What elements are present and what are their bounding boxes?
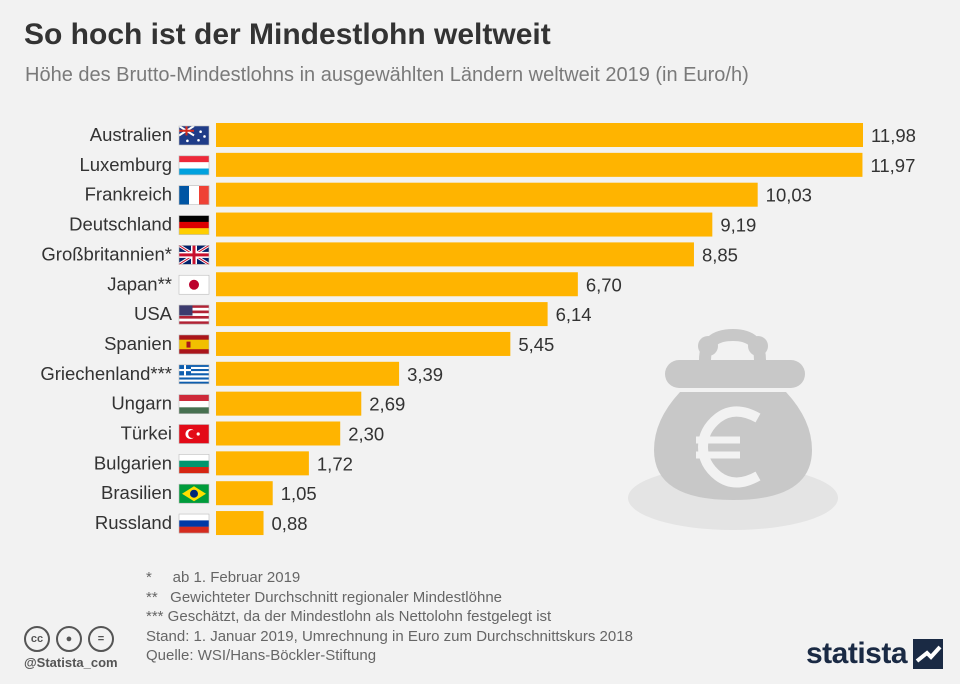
footnotes: * ab 1. Februar 2019 ** Gewichteter Durc… [146,568,633,666]
bar-chart: Australien 11,98 Luxemburg 11,97 Frankreich 1… [40,123,916,536]
footnote-2: ** Gewichteter Durchschnitt regionaler M… [146,588,503,606]
category-label: Ungarn [111,393,172,414]
flag-luxembourg-icon [178,155,210,176]
bar [216,272,578,297]
bar [216,152,863,177]
bar [216,391,362,416]
source-date: Stand: 1. Januar 2019, Umrechnung in Eur… [146,627,633,645]
bar [216,421,341,446]
bar [216,242,694,267]
flag-france-icon [178,185,210,205]
category-label: Bulgarien [94,452,172,473]
flag-greece-icon [178,364,210,385]
nd-icon: = [88,626,114,652]
flag-spain-icon [178,334,210,355]
by-icon: ● [56,626,82,652]
value-label: 2,30 [348,424,384,445]
category-label: Griechenland*** [40,363,172,384]
value-label: 6,70 [586,274,622,295]
bar [216,302,548,327]
flag-australia-icon [178,125,210,146]
flag-bulgaria-icon [178,454,210,474]
value-label: 0,88 [272,513,308,534]
bar [216,331,511,356]
value-label: 1,05 [281,483,317,504]
category-label: Australien [90,124,172,145]
value-label: 2,69 [369,394,405,415]
statista-wordmark: statista [806,637,908,670]
statista-handle[interactable]: @Statista_com [24,655,118,670]
value-label: 11,98 [871,125,916,146]
bar [216,212,713,237]
category-label: Großbritannien* [41,243,172,264]
category-label: USA [134,303,173,324]
category-label: Deutschland [69,214,172,235]
cc-icon: cc [24,626,50,652]
bar [216,123,863,147]
category-label: Brasilien [101,482,172,503]
flag-hungary-icon [178,394,210,414]
value-label: 5,45 [518,334,554,355]
bar [216,361,400,386]
bar [216,182,758,207]
value-label: 10,03 [766,185,812,206]
value-label: 11,97 [870,155,915,176]
category-label: Türkei [121,423,172,444]
category-label: Russland [95,512,172,533]
bar [216,511,264,536]
category-label: Japan** [107,273,172,294]
license-icons: cc ● = [24,626,114,652]
value-label: 8,85 [702,244,738,265]
statista-mark-icon [913,639,944,669]
source: Quelle: WSI/Hans-Böckler-Stiftung [146,647,377,664]
chart-title: So hoch ist der Mindestlohn weltweit [24,18,551,51]
value-label: 9,19 [720,215,756,236]
flag-usa-icon [178,304,210,325]
flag-japan-icon [178,274,210,295]
bar [216,451,309,476]
value-label: 6,14 [556,304,592,325]
footnote-1: * ab 1. Februar 2019 [146,569,301,586]
category-label: Luxemburg [79,154,172,175]
flag-russia-icon [178,513,210,534]
purse-icon [628,328,838,530]
statista-logo[interactable]: statista [806,637,944,671]
value-label: 3,39 [407,364,443,385]
category-label: Spanien [104,333,172,354]
bar [216,481,273,506]
flag-brazil-icon [178,483,210,504]
category-label: Frankreich [85,184,172,205]
footnote-3: *** Geschätzt, da der Mindestlohn als Ne… [146,608,552,625]
flag-turkey-icon [178,424,210,444]
value-label: 1,72 [317,453,353,474]
chart-subtitle: Höhe des Brutto-Mindestlohns in ausgewäh… [25,64,749,86]
flag-uk-icon [178,244,210,266]
flag-germany-icon [178,215,210,235]
